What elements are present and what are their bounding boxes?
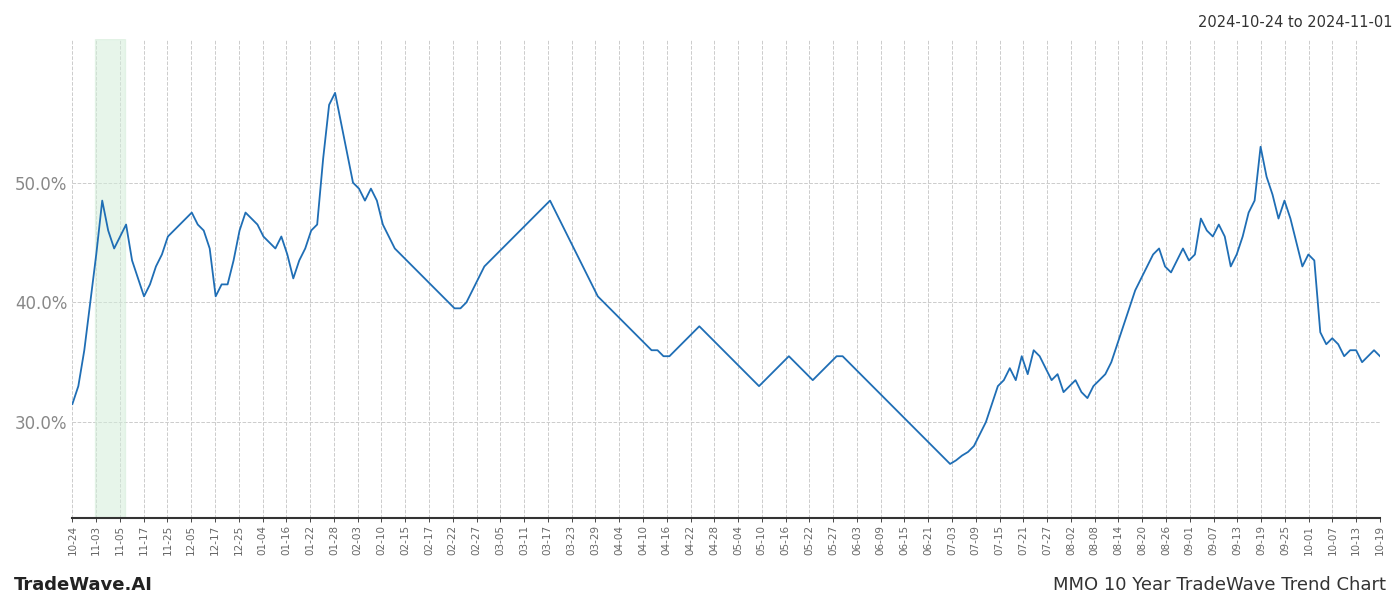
Text: 2024-10-24 to 2024-11-01: 2024-10-24 to 2024-11-01 (1198, 15, 1393, 30)
Text: MMO 10 Year TradeWave Trend Chart: MMO 10 Year TradeWave Trend Chart (1053, 576, 1386, 594)
Bar (95, 39, 125, 518)
Text: TradeWave.AI: TradeWave.AI (14, 576, 153, 594)
